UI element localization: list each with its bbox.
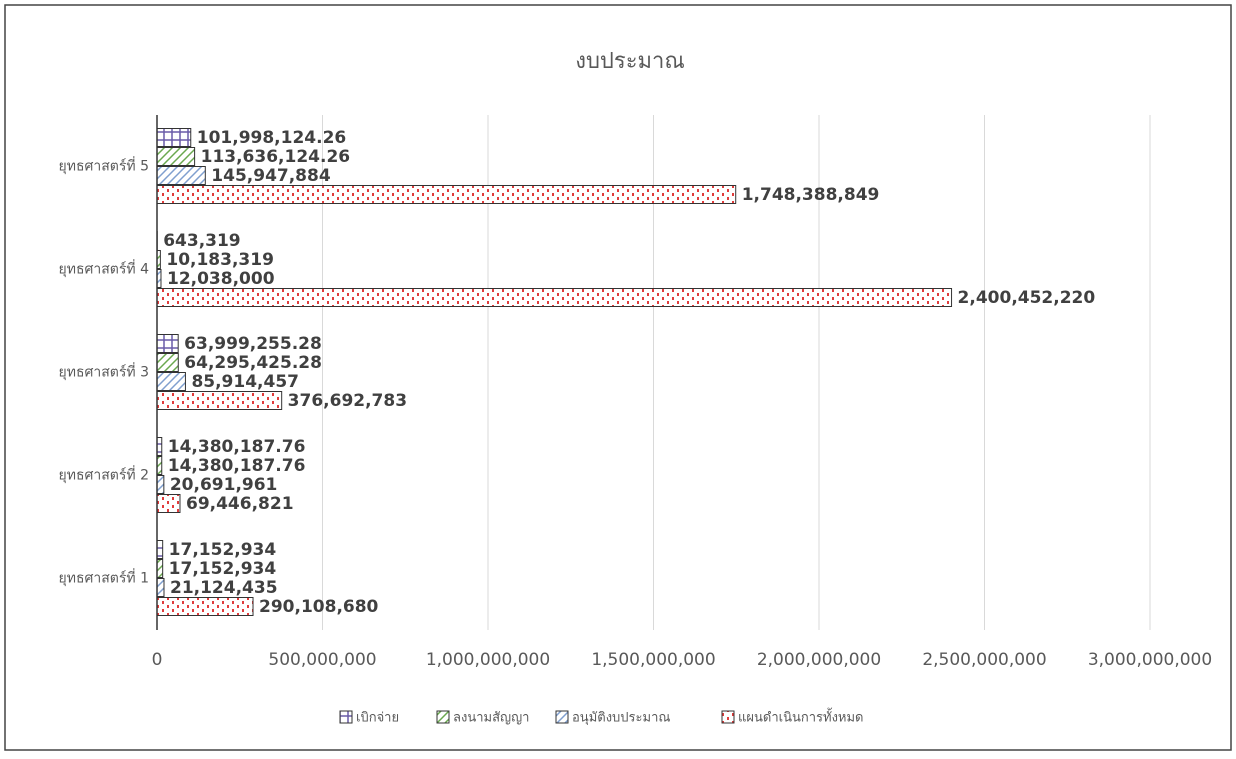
bar [157,289,952,307]
bar [157,579,164,597]
x-tick-label: 2,000,000,000 [757,650,881,670]
bar [157,354,178,372]
bar [157,167,205,185]
legend-swatch [340,711,352,723]
legend-swatch [556,711,568,723]
data-label: 643,319 [163,231,240,251]
bar [157,392,282,410]
data-label: 17,152,934 [169,559,277,579]
chart-frame [5,5,1231,750]
legend-label: อนุมัติงบประมาณ [572,711,670,726]
data-label: 113,636,124.26 [201,147,351,167]
data-label: 1,748,388,849 [742,185,880,205]
bar [157,495,180,513]
legend-swatch [437,711,449,723]
bar [157,560,163,578]
data-label: 2,400,452,220 [958,288,1096,308]
bar [157,186,736,204]
bar [157,129,191,147]
x-tick-label: 3,000,000,000 [1088,650,1212,670]
legend-label: แผนดำเนินการทั้งหมด [738,708,864,726]
data-label: 20,691,961 [170,475,278,495]
bar [157,541,163,559]
bar [157,476,164,494]
bar [157,598,253,616]
y-tick-label: ยุทธศาสตร์ที่ 4 [59,260,150,278]
data-label: 376,692,783 [288,391,407,411]
x-tick-label: 0 [152,650,163,670]
y-tick-label: ยุทธศาสตร์ที่ 2 [59,466,149,484]
chart-title: งบประมาณ [575,49,685,74]
bar [157,373,185,391]
y-tick-label: ยุทธศาสตร์ที่ 1 [59,569,149,587]
data-label: 85,914,457 [191,372,299,392]
x-tick-label: 500,000,000 [268,650,376,670]
x-tick-label: 2,500,000,000 [922,650,1046,670]
data-label: 10,183,319 [166,250,274,270]
data-label: 63,999,255.28 [184,334,322,354]
bar [157,335,178,353]
bar [157,148,195,166]
data-label: 69,446,821 [186,494,294,514]
data-label: 290,108,680 [259,597,379,617]
data-label: 17,152,934 [169,540,277,560]
x-tick-label: 1,500,000,000 [591,650,715,670]
y-tick-label: ยุทธศาสตร์ที่ 5 [59,157,149,175]
data-label: 21,124,435 [170,578,278,598]
data-label: 101,998,124.26 [197,128,347,148]
data-label: 64,295,425.28 [184,353,322,373]
data-label: 12,038,000 [167,269,275,289]
y-tick-label: ยุทธศาสตร์ที่ 3 [59,363,149,381]
legend-label: ลงนามสัญญา [453,711,529,726]
x-tick-label: 1,000,000,000 [426,650,550,670]
data-label: 145,947,884 [211,166,331,186]
data-label: 14,380,187.76 [168,437,306,457]
data-label: 14,380,187.76 [168,456,306,476]
legend-label: เบิกจ่าย [356,711,399,726]
legend-swatch [722,711,734,723]
